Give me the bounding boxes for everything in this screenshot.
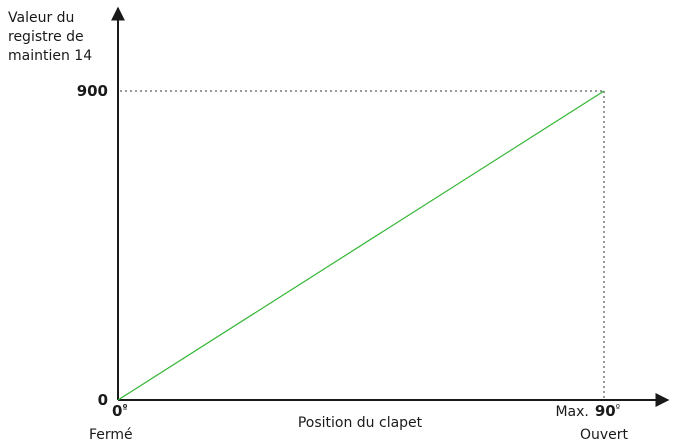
x-tick-caption-ouvert: Ouvert [580, 427, 629, 443]
x-tick-90-prefix: Max. [555, 404, 588, 420]
series-line [117, 90, 605, 401]
y-tick-label-900: 900 [77, 82, 108, 100]
x-axis-label: Position du clapet [298, 415, 423, 431]
y-axis-label: Valeur du registre de maintien 14 [8, 10, 92, 64]
y-tick-label-0: 0 [98, 391, 108, 409]
y-axis-label-line-2: registre de [8, 29, 84, 45]
x-tick-label-90: Max. 90º [555, 402, 620, 420]
y-axis-label-line-1: Valeur du [8, 10, 74, 26]
x-tick-90-unit: º [616, 404, 620, 414]
y-axis-label-line-3: maintien 14 [8, 48, 92, 64]
x-tick-0-unit: º [122, 404, 127, 414]
x-tick-90-value: 90 [595, 402, 616, 420]
x-tick-caption-ferme: Fermé [89, 427, 133, 443]
x-tick-label-0: 0º [112, 402, 128, 420]
x-tick-0-value: 0 [112, 402, 122, 420]
